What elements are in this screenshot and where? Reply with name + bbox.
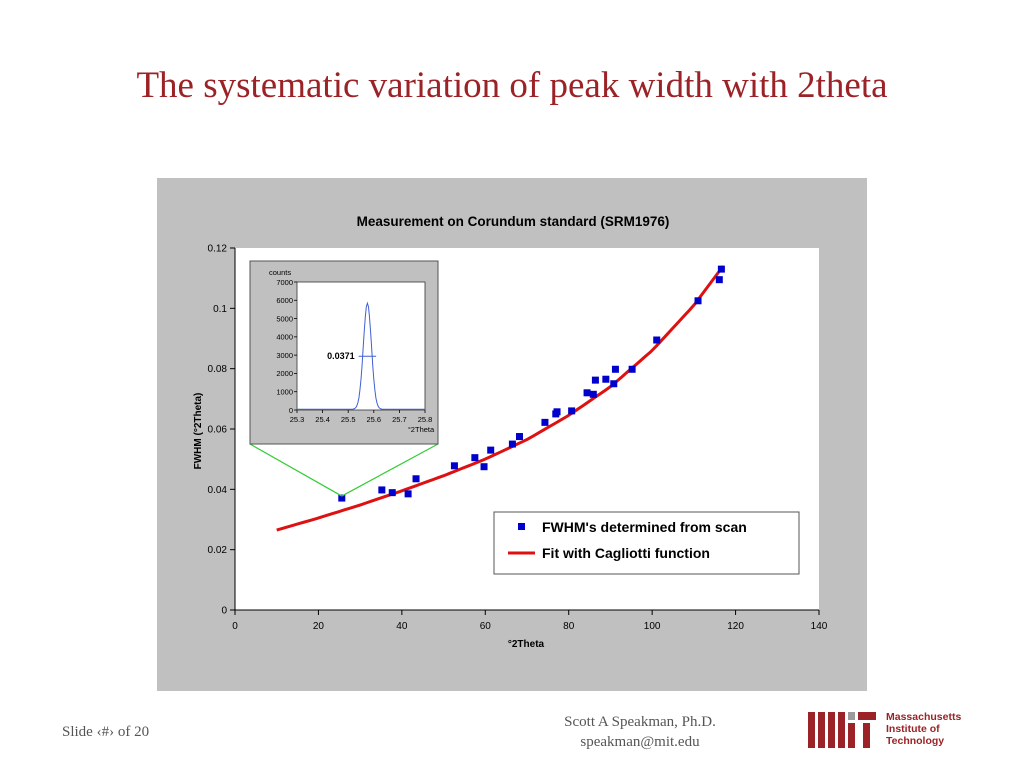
data-point	[541, 418, 549, 426]
data-point	[553, 408, 561, 416]
x-tick-label: 40	[396, 621, 408, 632]
legend-label-fit: Fit with Cagliotti function	[542, 545, 710, 561]
data-point	[487, 446, 495, 454]
y-axis-label: FWHM (°2Theta)	[193, 393, 204, 470]
data-point	[338, 494, 346, 502]
x-tick-label: 0	[232, 621, 238, 632]
y-tick-label: 0.08	[208, 364, 228, 375]
data-point	[480, 463, 488, 471]
data-point	[388, 489, 396, 497]
data-point	[694, 297, 702, 305]
inset-x-label: °2Theta	[408, 425, 435, 434]
x-tick-label: 140	[811, 621, 828, 632]
inset-y-label: counts	[269, 268, 291, 277]
inset-peak-curve	[297, 301, 425, 410]
author-email[interactable]: speakman@mit.edu	[580, 734, 700, 750]
data-point	[568, 407, 576, 415]
x-tick-label: 80	[563, 621, 575, 632]
inset-x-tick-label: 25.5	[341, 415, 356, 424]
data-point	[412, 475, 420, 483]
inset-y-tick-label: 6000	[276, 296, 293, 305]
mit-logo-text: Massachusetts Institute of Technology	[886, 711, 961, 747]
data-point	[378, 486, 386, 494]
data-point	[602, 375, 610, 383]
logo-line-1: Massachusetts	[886, 711, 962, 723]
data-point	[508, 440, 516, 448]
x-tick-label: 100	[644, 621, 661, 632]
x-tick-label: 20	[313, 621, 325, 632]
chart-panel: Measurement on Corundum standard (SRM197…	[157, 178, 867, 691]
fit-curve	[276, 265, 725, 532]
inset-y-tick-label: 0	[289, 406, 293, 415]
inset-x-tick-label: 25.3	[290, 415, 305, 424]
logo-line-2: Institute of	[886, 723, 940, 735]
data-point	[450, 462, 458, 470]
data-point	[610, 380, 618, 388]
data-point	[589, 390, 597, 398]
main-chart: Measurement on Corundum standard (SRM197…	[193, 214, 828, 650]
legend-marker-points	[518, 523, 525, 530]
data-point	[404, 490, 412, 498]
data-point	[653, 336, 661, 344]
inset-y-tick-label: 1000	[276, 388, 293, 397]
callout-line-left	[249, 443, 343, 497]
data-point	[628, 365, 636, 373]
data-point	[611, 365, 619, 373]
inset-fwhm-annotation: 0.0371	[327, 351, 355, 361]
data-point	[591, 376, 599, 384]
inset-x-tick-label: 25.6	[366, 415, 381, 424]
y-tick-label: 0.02	[208, 545, 228, 556]
x-tick-label: 60	[480, 621, 492, 632]
inset-x-tick-label: 25.8	[418, 415, 433, 424]
y-tick-label: 0.1	[213, 304, 227, 315]
mit-logo: Massachusetts Institute of Technology	[808, 710, 988, 750]
data-point	[471, 454, 479, 462]
x-axis-label: °2Theta	[508, 639, 545, 650]
inset-y-tick-label: 2000	[276, 369, 293, 378]
inset-y-tick-label: 7000	[276, 278, 293, 287]
y-tick-label: 0.06	[208, 425, 228, 436]
y-tick-label: 0	[221, 606, 227, 617]
y-tick-label: 0.04	[208, 485, 228, 496]
footer-author-block: Scott A Speakman, Ph.D. speakman@mit.edu	[520, 712, 760, 752]
chart-title: Measurement on Corundum standard (SRM197…	[357, 214, 670, 229]
slide-number: Slide ‹#› of 20	[62, 724, 150, 740]
inset-x-tick-label: 25.7	[392, 415, 407, 424]
logo-line-3: Technology	[886, 735, 945, 747]
slide-title: The systematic variation of peak width w…	[136, 65, 888, 106]
inset-callout-lines	[249, 443, 439, 497]
inset-y-tick-label: 5000	[276, 314, 293, 323]
inset-y-tick-label: 3000	[276, 351, 293, 360]
legend-label-points: FWHM's determined from scan	[542, 519, 747, 535]
author-name: Scott A Speakman, Ph.D.	[564, 714, 716, 730]
inset-y-tick-label: 4000	[276, 333, 293, 342]
y-tick-label: 0.12	[208, 244, 228, 255]
chart-legend: FWHM's determined from scan Fit with Cag…	[493, 511, 800, 575]
legend-box	[493, 511, 800, 575]
inset-plot-area	[296, 281, 426, 411]
inset-chart: counts 0 1000 2000 3000 4000 5000 6000 7000 25.3 2…	[249, 260, 439, 445]
inset-x-tick-label: 25.4	[315, 415, 330, 424]
data-point	[583, 389, 591, 397]
data-point	[515, 433, 523, 441]
data-point	[717, 265, 725, 273]
data-point	[715, 276, 723, 284]
x-tick-label: 120	[727, 621, 744, 632]
callout-line-right	[341, 443, 439, 497]
mit-logo-icon	[808, 712, 876, 748]
